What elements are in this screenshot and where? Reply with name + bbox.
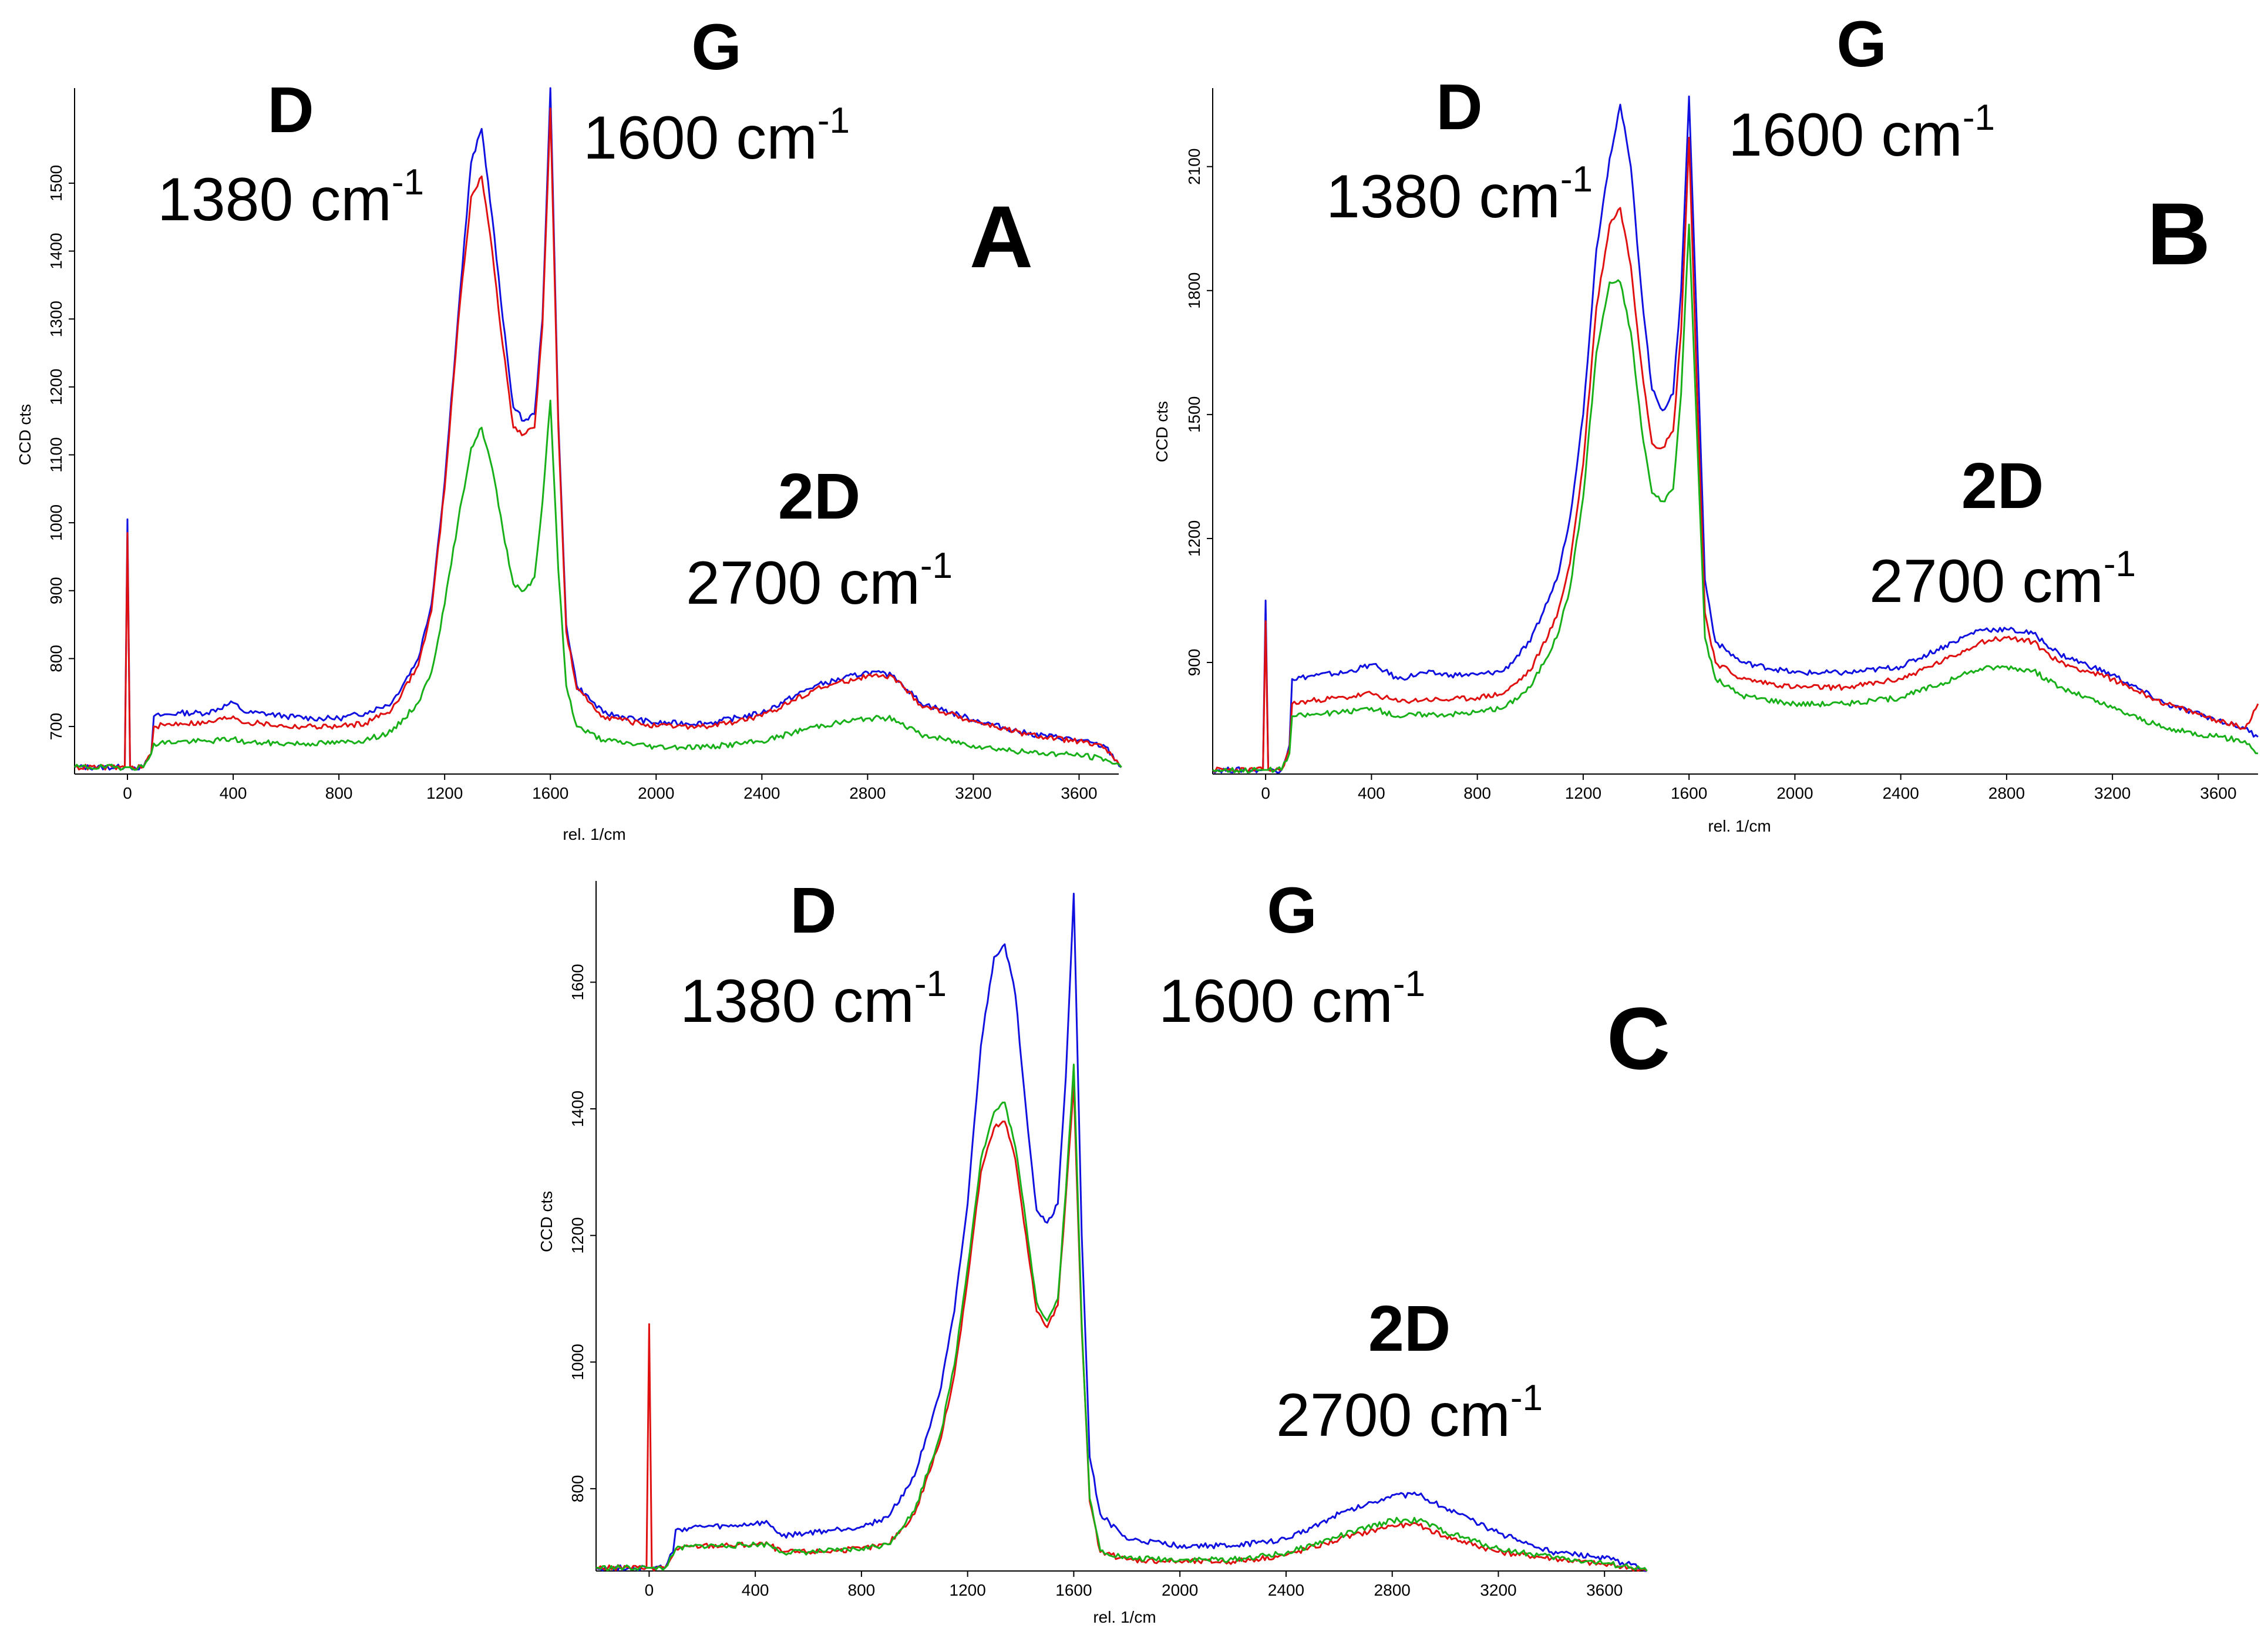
panel-a-y-tick-label: 900 xyxy=(47,577,65,604)
panel-c-y-tick-label: 1400 xyxy=(568,1091,587,1127)
panel-a-y-tick-label: 800 xyxy=(47,645,65,672)
panel-a-peak-d-position: 1380 cm-1 xyxy=(157,162,424,234)
panel-c-x-tick-label: 2400 xyxy=(1268,1581,1304,1599)
panel-b-series-blue xyxy=(1212,95,2259,774)
panel-a-x-tick-label: 1600 xyxy=(532,784,568,802)
panel-c-series-green xyxy=(595,1064,1648,1572)
panel-a-y-tick-label: 700 xyxy=(47,713,65,741)
panel-c-peak-d-label: D xyxy=(790,874,836,947)
panel-a-peak-2d-label: 2D xyxy=(778,460,861,533)
panel-a-peak-g-position: 1600 cm-1 xyxy=(583,100,850,172)
panel-b-peak-2d-position: 2700 cm-1 xyxy=(1869,544,2136,615)
panel-c-chart: 0 400 800 1200 1600 2000 2400 2800 3200 3600 800 10… xyxy=(537,874,1670,1626)
panel-c-y-tick-label: 1200 xyxy=(568,1217,587,1254)
panel-b-x-tick-label: 2000 xyxy=(1776,784,1813,802)
panel-b-y-tick-label: 1500 xyxy=(1185,396,1203,433)
panel-a-x-tick-label: 1200 xyxy=(426,784,463,802)
panel-b-x-tick-label: 800 xyxy=(1463,784,1491,802)
panel-b-x-tick-label: 3600 xyxy=(2200,784,2236,802)
panel-c-x-tick-label: 3600 xyxy=(1586,1581,1623,1599)
panel-a-plot-area: 0 400 800 1200 1600 2000 2400 2800 3200 3600 700 80… xyxy=(47,87,1122,802)
panel-c-x-tick-label: 0 xyxy=(645,1581,654,1599)
panel-a-xlabel: rel. 1/cm xyxy=(563,825,625,843)
panel-a-x-tick-label: 400 xyxy=(220,784,247,802)
panel-a-x-tick-label: 0 xyxy=(123,784,132,802)
panel-a-peak-2d-position: 2700 cm-1 xyxy=(686,546,953,617)
panel-c-peak-g-position: 1600 cm-1 xyxy=(1159,964,1425,1035)
panel-b-x-tick-label: 0 xyxy=(1261,784,1270,802)
panel-a-y-tick-label: 1100 xyxy=(47,437,65,472)
panel-b-ylabel: CCD cts xyxy=(1153,401,1171,462)
panel-a-y-tick-label: 1200 xyxy=(47,369,65,405)
panel-a-series-green xyxy=(73,399,1122,771)
panel-c-plot-area: 0 400 800 1200 1600 2000 2400 2800 3200 3600 800 10… xyxy=(568,881,1648,1599)
panel-c-ylabel: CCD cts xyxy=(537,1191,556,1252)
panel-b-y-tick-label: 1200 xyxy=(1185,520,1203,557)
panel-b-y-tick-label: 1800 xyxy=(1185,272,1203,309)
panel-b-series-green xyxy=(1212,223,2259,773)
panel-a-y-tick-label: 1500 xyxy=(47,165,65,201)
panel-c-peak-d-position: 1380 cm-1 xyxy=(680,964,947,1035)
panel-c-x-tick-label: 1200 xyxy=(950,1581,986,1599)
panel-a-x-tick-label: 3600 xyxy=(1061,784,1097,802)
panel-c-x-tick-label: 800 xyxy=(848,1581,876,1599)
panel-b-peak-g-position: 1600 cm-1 xyxy=(1728,97,1995,169)
panel-b-x-tick-label: 1200 xyxy=(1565,784,1601,802)
panel-a-x-tick-label: 2800 xyxy=(849,784,886,802)
panel-c-peak-g-label: G xyxy=(1267,874,1317,947)
panel-a-y-tick-label: 1300 xyxy=(47,301,65,337)
panel-a-series-red xyxy=(74,107,1122,771)
panel-b-chart: 0 400 800 1200 1600 2000 2400 2800 3200 3600 900 12… xyxy=(1153,8,2259,835)
panel-c-series-blue xyxy=(595,893,1647,1572)
panel-b-x-tick-label: 1600 xyxy=(1671,784,1707,802)
panel-b-peak-d-label: D xyxy=(1436,71,1482,143)
panel-c-x-tick-label: 3200 xyxy=(1480,1581,1516,1599)
panel-c-peak-2d-position: 2700 cm-1 xyxy=(1276,1378,1543,1449)
panel-a-peak-g-label: G xyxy=(691,11,742,83)
panel-a-x-tick-label: 3200 xyxy=(955,784,991,802)
panel-b-letter: B xyxy=(2147,184,2210,283)
panel-b-y-tick-label: 2100 xyxy=(1185,149,1203,185)
panel-c-peak-2d-label: 2D xyxy=(1368,1293,1451,1365)
panel-b-plot-area: 0 400 800 1200 1600 2000 2400 2800 3200 3600 900 12… xyxy=(1185,88,2259,802)
panel-b-peak-d-position: 1380 cm-1 xyxy=(1326,159,1593,231)
panel-c-x-tick-label: 1600 xyxy=(1055,1581,1092,1599)
panel-b-peak-2d-label: 2D xyxy=(1961,450,2044,522)
panel-a-peak-d-label: D xyxy=(267,74,314,146)
panel-a-y-tick-label: 1400 xyxy=(47,233,65,269)
panel-b-x-tick-label: 2800 xyxy=(1988,784,2025,802)
panel-a-x-tick-label: 800 xyxy=(325,784,353,802)
panel-b-y-tick-label: 900 xyxy=(1185,649,1203,677)
panel-c-y-tick-label: 1600 xyxy=(568,964,587,1000)
panel-a-y-tick-label: 1000 xyxy=(47,504,65,541)
panel-b-series-red xyxy=(1212,136,2259,773)
panel-c-x-tick-label: 2000 xyxy=(1162,1581,1198,1599)
panel-c-xlabel: rel. 1/cm xyxy=(1093,1608,1156,1626)
panel-c-y-tick-label: 1000 xyxy=(568,1344,587,1380)
panel-b-x-tick-label: 400 xyxy=(1358,784,1385,802)
panel-a-x-tick-label: 2400 xyxy=(743,784,780,802)
panel-c-x-tick-label: 400 xyxy=(742,1581,769,1599)
panel-c-letter: C xyxy=(1607,989,1670,1088)
panel-c-x-tick-label: 2800 xyxy=(1374,1581,1411,1599)
panel-b-x-tick-label: 2400 xyxy=(1882,784,1919,802)
panel-a-x-tick-label: 2000 xyxy=(638,784,674,802)
panel-b-xlabel: rel. 1/cm xyxy=(1708,817,1771,835)
panel-b-x-tick-label: 3200 xyxy=(2094,784,2131,802)
panel-a-letter: A xyxy=(970,187,1033,286)
panel-c-y-tick-label: 800 xyxy=(568,1475,587,1503)
panel-a-chart: 0 400 800 1200 1600 2000 2400 2800 3200 3600 700 80… xyxy=(16,11,1122,843)
panel-a-ylabel: CCD cts xyxy=(16,404,34,465)
panel-b-peak-g-label: G xyxy=(1836,8,1887,80)
